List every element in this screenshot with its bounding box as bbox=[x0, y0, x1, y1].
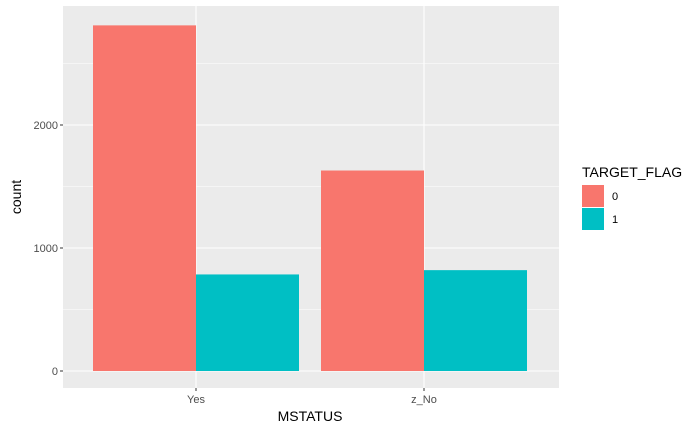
bar-Yes-0 bbox=[93, 25, 196, 372]
x-tick-label: Yes bbox=[187, 394, 205, 406]
y-tick-label: 2000 bbox=[34, 120, 58, 132]
bars bbox=[93, 25, 527, 372]
legend-label-0: 0 bbox=[612, 191, 618, 203]
legend: TARGET_FLAG 0 1 bbox=[582, 164, 682, 230]
bar-Yes-1 bbox=[196, 274, 299, 371]
y-axis: 0 1000 2000 bbox=[34, 120, 63, 378]
x-axis-title: MSTATUS bbox=[278, 408, 343, 424]
x-axis: Yes z_No bbox=[187, 388, 437, 406]
x-tick-label: z_No bbox=[411, 394, 437, 406]
legend-key-0 bbox=[582, 185, 604, 207]
legend-title: TARGET_FLAG bbox=[582, 164, 682, 180]
bar-z_No-1 bbox=[424, 270, 527, 371]
y-tick-label: 1000 bbox=[34, 243, 58, 255]
y-axis-title: count bbox=[8, 180, 24, 214]
y-tick-label: 0 bbox=[52, 366, 58, 378]
bar-z_No-0 bbox=[321, 170, 424, 371]
legend-label-1: 1 bbox=[612, 214, 618, 226]
legend-key-1 bbox=[582, 208, 604, 230]
